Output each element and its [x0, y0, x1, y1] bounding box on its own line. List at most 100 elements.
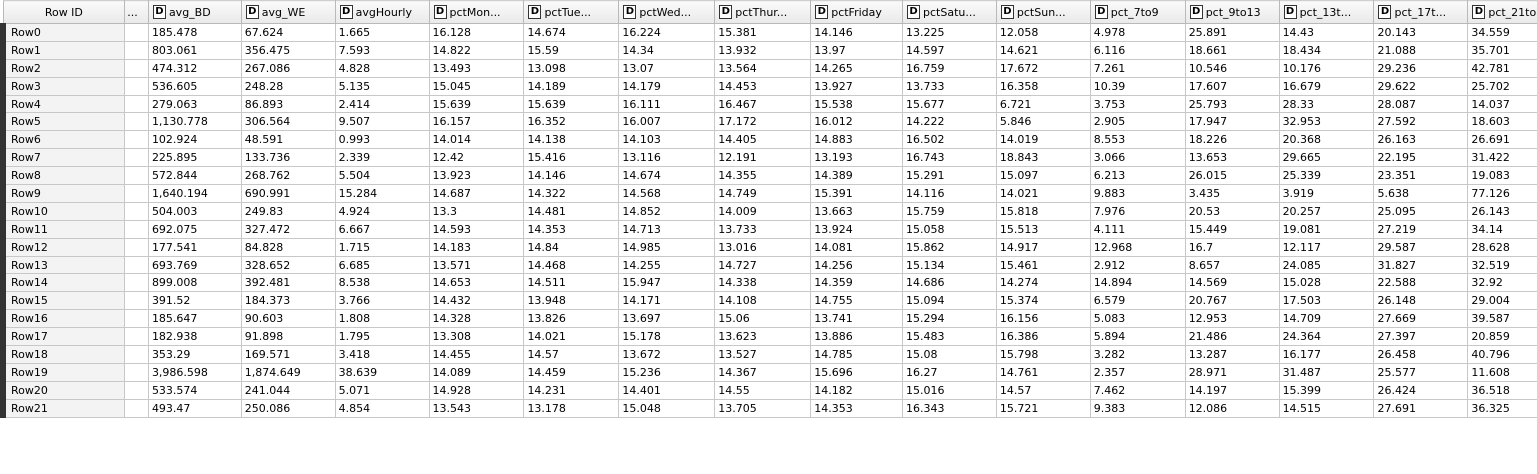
table-cell[interactable]: 14.43: [1278, 23, 1375, 42]
table-cell[interactable]: 34.14: [1467, 219, 1537, 239]
table-cell[interactable]: 14.453: [714, 76, 812, 96]
table-cell[interactable]: 5.504: [334, 166, 430, 186]
table-cell[interactable]: 13.287: [1184, 345, 1280, 364]
table-cell[interactable]: 38.639: [334, 362, 430, 382]
table-cell[interactable]: 13.948: [523, 291, 620, 311]
table-cell[interactable]: 3.919: [1278, 184, 1375, 203]
table-cell[interactable]: 13.571: [428, 255, 525, 275]
table-cell[interactable]: 1,874.649: [240, 362, 336, 382]
collapsed-column-cell[interactable]: [124, 94, 149, 114]
table-cell[interactable]: 84.828: [240, 237, 336, 257]
table-cell[interactable]: 14.189: [523, 76, 620, 96]
table-cell[interactable]: 12.968: [1089, 237, 1186, 257]
table-cell[interactable]: 177.541: [147, 237, 242, 257]
table-cell[interactable]: 20.257: [1278, 201, 1375, 221]
table-cell[interactable]: 14.021: [523, 327, 620, 347]
table-cell[interactable]: 14.749: [714, 184, 812, 203]
table-cell[interactable]: 14.686: [902, 273, 997, 293]
table-cell[interactable]: 26.163: [1373, 130, 1469, 150]
table-cell[interactable]: 279.063: [147, 94, 242, 114]
table-cell[interactable]: 20.53: [1184, 201, 1280, 221]
table-cell[interactable]: 5.846: [995, 112, 1091, 132]
table-cell[interactable]: 16.352: [523, 112, 620, 132]
collapsed-column-cell[interactable]: [124, 219, 149, 239]
table-cell[interactable]: 13.493: [428, 58, 525, 78]
table-cell[interactable]: 572.844: [147, 166, 242, 186]
table-cell[interactable]: 13.308: [428, 327, 525, 347]
table-cell[interactable]: 15.416: [523, 148, 620, 168]
table-cell[interactable]: 13.672: [618, 345, 716, 364]
table-cell[interactable]: 19.083: [1467, 166, 1537, 186]
table-cell[interactable]: 6.116: [1089, 40, 1186, 60]
table-cell[interactable]: 1,130.778: [147, 112, 242, 132]
table-cell[interactable]: 16.224: [618, 23, 716, 42]
table-cell[interactable]: 17.172: [714, 112, 812, 132]
collapsed-column-cell[interactable]: [124, 273, 149, 293]
table-cell[interactable]: 14.653: [428, 273, 525, 293]
table-cell[interactable]: 29.004: [1467, 291, 1537, 311]
table-cell[interactable]: 15.677: [902, 94, 997, 114]
table-cell[interactable]: 15.721: [995, 398, 1091, 418]
row-id-cell[interactable]: Row2: [0, 58, 126, 78]
table-cell[interactable]: 25.095: [1373, 201, 1469, 221]
table-cell[interactable]: 15.016: [902, 380, 997, 400]
table-cell[interactable]: 16.467: [714, 94, 812, 114]
table-cell[interactable]: 16.502: [902, 130, 997, 150]
table-cell[interactable]: 16.156: [995, 309, 1091, 329]
table-cell[interactable]: 10.176: [1278, 58, 1375, 78]
table-cell[interactable]: 15.294: [902, 309, 997, 329]
table-cell[interactable]: 15.284: [334, 184, 430, 203]
table-cell[interactable]: 13.923: [428, 166, 525, 186]
table-cell[interactable]: 15.06: [714, 309, 812, 329]
table-cell[interactable]: 15.236: [618, 362, 716, 382]
table-row[interactable]: Row19 3,986.598 1,874.649 38.639 14.089 14.45…: [0, 362, 1537, 382]
table-cell[interactable]: 13.97: [810, 40, 904, 60]
table-cell[interactable]: 493.47: [147, 398, 242, 418]
table-cell[interactable]: 18.843: [995, 148, 1091, 168]
collapsed-column-cell[interactable]: [124, 309, 149, 329]
row-id-cell[interactable]: Row10: [0, 201, 126, 221]
collapsed-column-cell[interactable]: [124, 255, 149, 275]
table-cell[interactable]: 21.088: [1373, 40, 1469, 60]
table-cell[interactable]: 90.603: [240, 309, 336, 329]
table-cell[interactable]: 18.603: [1467, 112, 1537, 132]
table-cell[interactable]: 102.924: [147, 130, 242, 150]
table-cell[interactable]: 7.976: [1089, 201, 1186, 221]
column-header-row-id[interactable]: Row ID: [2, 0, 126, 24]
table-cell[interactable]: 15.639: [523, 94, 620, 114]
table-cell[interactable]: 16.343: [902, 398, 997, 418]
table-cell[interactable]: 39.587: [1467, 309, 1537, 329]
table-cell[interactable]: 14.568: [618, 184, 716, 203]
table-cell[interactable]: 15.862: [902, 237, 997, 257]
table-cell[interactable]: 13.193: [810, 148, 904, 168]
table-cell[interactable]: 14.761: [995, 362, 1091, 382]
table-cell[interactable]: 13.826: [523, 309, 620, 329]
table-cell[interactable]: 27.592: [1373, 112, 1469, 132]
table-row[interactable]: Row3 536.605 248.28 5.135 15.045 14.189 14.179…: [0, 76, 1537, 96]
table-cell[interactable]: 250.086: [240, 398, 336, 418]
row-id-cell[interactable]: Row21: [0, 398, 126, 418]
table-cell[interactable]: 1.795: [334, 327, 430, 347]
table-cell[interactable]: 32.953: [1278, 112, 1375, 132]
table-cell[interactable]: 13.733: [714, 219, 812, 239]
table-cell[interactable]: 14.146: [523, 166, 620, 186]
table-cell[interactable]: 14.231: [523, 380, 620, 400]
table-cell[interactable]: 48.591: [240, 130, 336, 150]
table-cell[interactable]: 15.178: [618, 327, 716, 347]
table-cell[interactable]: 42.781: [1467, 58, 1537, 78]
table-cell[interactable]: 18.434: [1278, 40, 1375, 60]
table-cell[interactable]: 14.146: [810, 23, 904, 42]
collapsed-column-cell[interactable]: [124, 291, 149, 311]
table-cell[interactable]: 14.255: [618, 255, 716, 275]
table-cell[interactable]: 13.225: [902, 23, 997, 42]
table-cell[interactable]: 16.177: [1278, 345, 1375, 364]
table-cell[interactable]: 14.621: [995, 40, 1091, 60]
column-header-collapsed[interactable]: ...: [124, 0, 149, 24]
table-cell[interactable]: 15.59: [523, 40, 620, 60]
table-cell[interactable]: 20.143: [1373, 23, 1469, 42]
table-cell[interactable]: 15.291: [902, 166, 997, 186]
table-cell[interactable]: 9.507: [334, 112, 430, 132]
